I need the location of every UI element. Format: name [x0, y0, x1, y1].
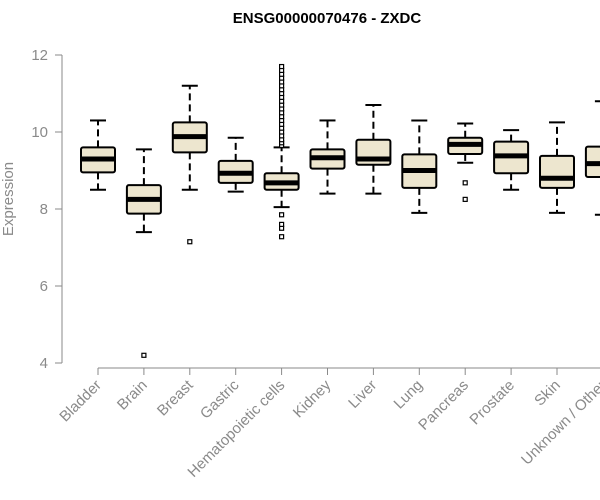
y-axis: 4 6 8 10 12 — [31, 47, 63, 372]
y-tick-label: 6 — [40, 278, 48, 295]
x-tick-label: Bladder — [56, 377, 105, 426]
box-group — [447, 122, 484, 202]
box-group — [584, 100, 600, 216]
outlier-point — [462, 196, 468, 202]
x-tick-label: Lung — [391, 377, 427, 413]
outlier-point — [141, 352, 147, 358]
box — [539, 154, 575, 189]
x-tick-label: Prostate — [466, 377, 518, 429]
y-axis-label: Expression — [0, 162, 17, 236]
plot-area — [80, 63, 600, 358]
x-tick-label: Breast — [154, 376, 197, 419]
x-tick-label: Skin — [531, 377, 564, 410]
outlier-point — [279, 221, 285, 227]
outlier-point — [279, 212, 285, 218]
box-group — [309, 119, 346, 195]
y-tick-label: 10 — [31, 124, 48, 141]
box-group — [171, 84, 208, 245]
outlier-point — [279, 234, 285, 240]
x-tick-label: Kidney — [290, 376, 335, 421]
box-group — [539, 121, 575, 214]
outlier-point — [187, 239, 193, 245]
chart-title: ENSG00000070476 - ZXDC — [233, 10, 422, 27]
box-group — [401, 119, 438, 214]
box-group — [125, 148, 162, 358]
box-group — [493, 129, 530, 191]
outlier-point — [279, 63, 285, 70]
y-tick-label: 12 — [31, 47, 48, 64]
outlier-point — [462, 180, 468, 186]
x-tick-label: Gastric — [197, 376, 243, 422]
box-group — [80, 119, 116, 191]
x-tick-label: Pancreas — [415, 377, 472, 434]
box-group — [355, 104, 392, 195]
y-tick-label: 8 — [40, 201, 48, 218]
x-tick-label: Brain — [114, 377, 151, 414]
x-tick-label: Liver — [345, 377, 380, 412]
box-group — [263, 63, 300, 240]
y-tick-label: 4 — [40, 355, 48, 372]
box-group — [217, 136, 254, 193]
